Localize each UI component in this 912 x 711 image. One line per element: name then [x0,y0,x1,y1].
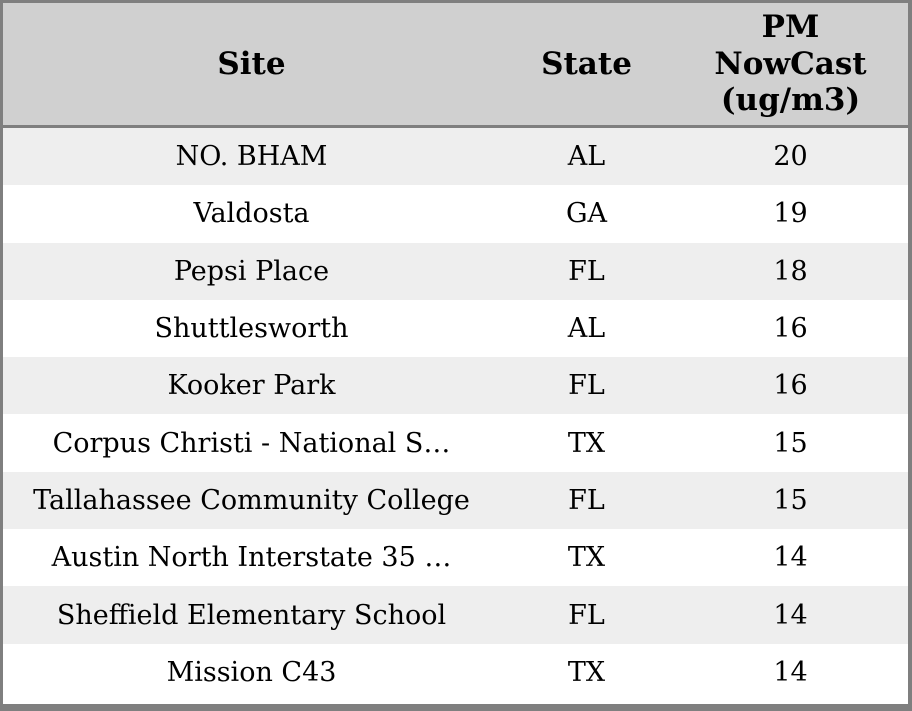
site-cell: Austin North Interstate 35 … [51,542,452,574]
state-column-header[interactable]: State [541,45,632,82]
table-row: Sheffield Elementary School FL 14 [3,586,908,644]
state-cell: TX [567,542,606,574]
pm-value-cell: 14 [773,656,808,688]
site-cell: Mission C43 [166,656,337,688]
table-row: Mission C43 TX 14 [3,643,908,701]
site-cell: Corpus Christi - National S… [52,427,451,459]
state-cell: AL [567,141,606,173]
table-row: Austin North Interstate 35 … TX 14 [3,529,908,587]
state-cell: FL [568,255,605,287]
state-cell: FL [568,370,605,402]
site-cell: Shuttlesworth [154,313,349,345]
state-cell: FL [568,484,605,516]
pm-value-cell: 19 [773,198,808,230]
pm-value-cell: 18 [773,255,808,287]
table-row: Kooker Park FL 16 [3,357,908,415]
site-cell: Pepsi Place [173,255,330,287]
state-cell: AL [567,313,606,345]
pm-value-cell: 16 [773,370,808,402]
site-cell: NO. BHAM [175,141,328,173]
site-cell: Sheffield Elementary School [56,599,447,631]
table-row: Pepsi Place FL 18 [3,242,908,300]
table-row: Valdosta GA 19 [3,185,908,243]
site-cell: Tallahassee Community College [33,484,470,516]
state-cell: TX [567,427,606,459]
pm-value-cell: 16 [773,313,808,345]
table-row: Tallahassee Community College FL 15 [3,471,908,530]
table-row: Corpus Christi - National S… TX 15 [3,414,908,472]
pm-nowcast-column-header[interactable]: PM NowCast (ug/m3) [714,9,867,119]
state-cell: TX [567,656,606,688]
site-cell: Kooker Park [167,370,336,402]
table-header-row: Site State PM NowCast (ug/m3) [3,3,908,128]
table-row: Shuttlesworth AL 16 [3,299,908,358]
site-column-header[interactable]: Site [217,45,286,82]
pm-value-cell: 15 [773,427,808,459]
pm-value-cell: 20 [773,141,808,173]
table-body: NO. BHAM AL 20 Valdosta GA 19 Pepsi Plac… [3,128,908,701]
state-cell: FL [568,599,605,631]
pm-value-cell: 15 [773,484,808,516]
site-cell: Valdosta [193,198,310,230]
pm-value-cell: 14 [773,542,808,574]
table-row: NO. BHAM AL 20 [3,128,908,186]
state-cell: GA [565,198,608,230]
pm-value-cell: 14 [773,599,808,631]
